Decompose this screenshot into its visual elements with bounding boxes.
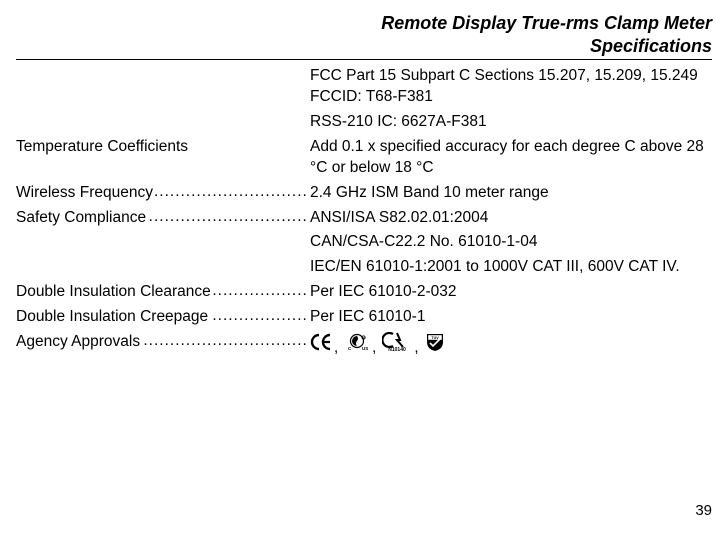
separator-comma: , [334, 338, 338, 358]
spec-label: Double Insulation Clearance [16, 282, 306, 303]
svg-text:R: R [363, 336, 365, 340]
csa-icon: R C US [344, 333, 370, 351]
agency-approvals-row: Agency Approvals , R [16, 332, 712, 353]
spec-value: ANSI/ISA S82.02.01:2004 [306, 208, 712, 229]
spec-row: Double Insulation Clearance Per IEC 6101… [16, 282, 712, 303]
spec-label: Wireless Frequency [16, 183, 306, 204]
page-number: 39 [695, 502, 712, 519]
header-divider [16, 59, 712, 60]
spec-label [16, 257, 306, 278]
svg-text:N10140: N10140 [389, 347, 407, 352]
spec-row: Temperature Coefficients Add 0.1 x speci… [16, 137, 712, 179]
spec-label: Agency Approvals [16, 332, 306, 353]
page-root: Remote Display True-rms Clamp Meter Spec… [0, 0, 728, 533]
spec-row: Double Insulation Creepage Per IEC 61010… [16, 307, 712, 328]
separator-comma: , [414, 338, 418, 358]
spec-row: Wireless Frequency 2.4 GHz ISM Band 10 m… [16, 183, 712, 204]
page-header: Remote Display True-rms Clamp Meter Spec… [16, 12, 712, 57]
spec-value: IEC/EN 61010-1:2001 to 1000V CAT III, 60… [306, 257, 712, 278]
svg-text:TUV: TUV [431, 336, 439, 340]
spec-body: FCC Part 15 Subpart C Sections 15.207, 1… [16, 66, 712, 353]
spec-row: FCC Part 15 Subpart C Sections 15.207, 1… [16, 66, 712, 108]
spec-value: RSS-210 IC: 6627A-F381 [306, 112, 712, 133]
spec-label: Safety Compliance [16, 208, 306, 229]
spec-value: CAN/CSA-C22.2 No. 61010-1-04 [306, 232, 712, 253]
spec-row: Safety Compliance ANSI/ISA S82.02.01:200… [16, 208, 712, 229]
spec-label: Double Insulation Creepage [16, 307, 306, 328]
ctick-icon: N10140 [382, 332, 412, 352]
spec-value: 2.4 GHz ISM Band 10 meter range [306, 183, 712, 204]
spec-row: IEC/EN 61010-1:2001 to 1000V CAT III, 60… [16, 257, 712, 278]
spec-row: RSS-210 IC: 6627A-F381 [16, 112, 712, 133]
spec-value: Per IEC 61010-2-032 [306, 282, 712, 303]
spec-value: FCC Part 15 Subpart C Sections 15.207, 1… [306, 66, 712, 108]
spec-value: Add 0.1 x specified accuracy for each de… [306, 137, 712, 179]
separator-comma: , [372, 338, 376, 358]
spec-label [16, 232, 306, 253]
ce-icon [310, 333, 332, 351]
spec-label [16, 112, 306, 133]
svg-text:US: US [362, 346, 368, 351]
spec-label [16, 66, 306, 87]
spec-value: , R C US , N10140 [306, 332, 712, 353]
header-title-line2: Specifications [16, 35, 712, 58]
spec-label: Temperature Coefficients [16, 137, 306, 158]
approval-icons-group: , R C US , N10140 [310, 332, 445, 352]
header-title-line1: Remote Display True-rms Clamp Meter [381, 13, 712, 33]
svg-text:C: C [348, 346, 352, 351]
spec-row: CAN/CSA-C22.2 No. 61010-1-04 [16, 232, 712, 253]
tuv-icon: TUV [425, 332, 445, 352]
spec-value: Per IEC 61010-1 [306, 307, 712, 328]
